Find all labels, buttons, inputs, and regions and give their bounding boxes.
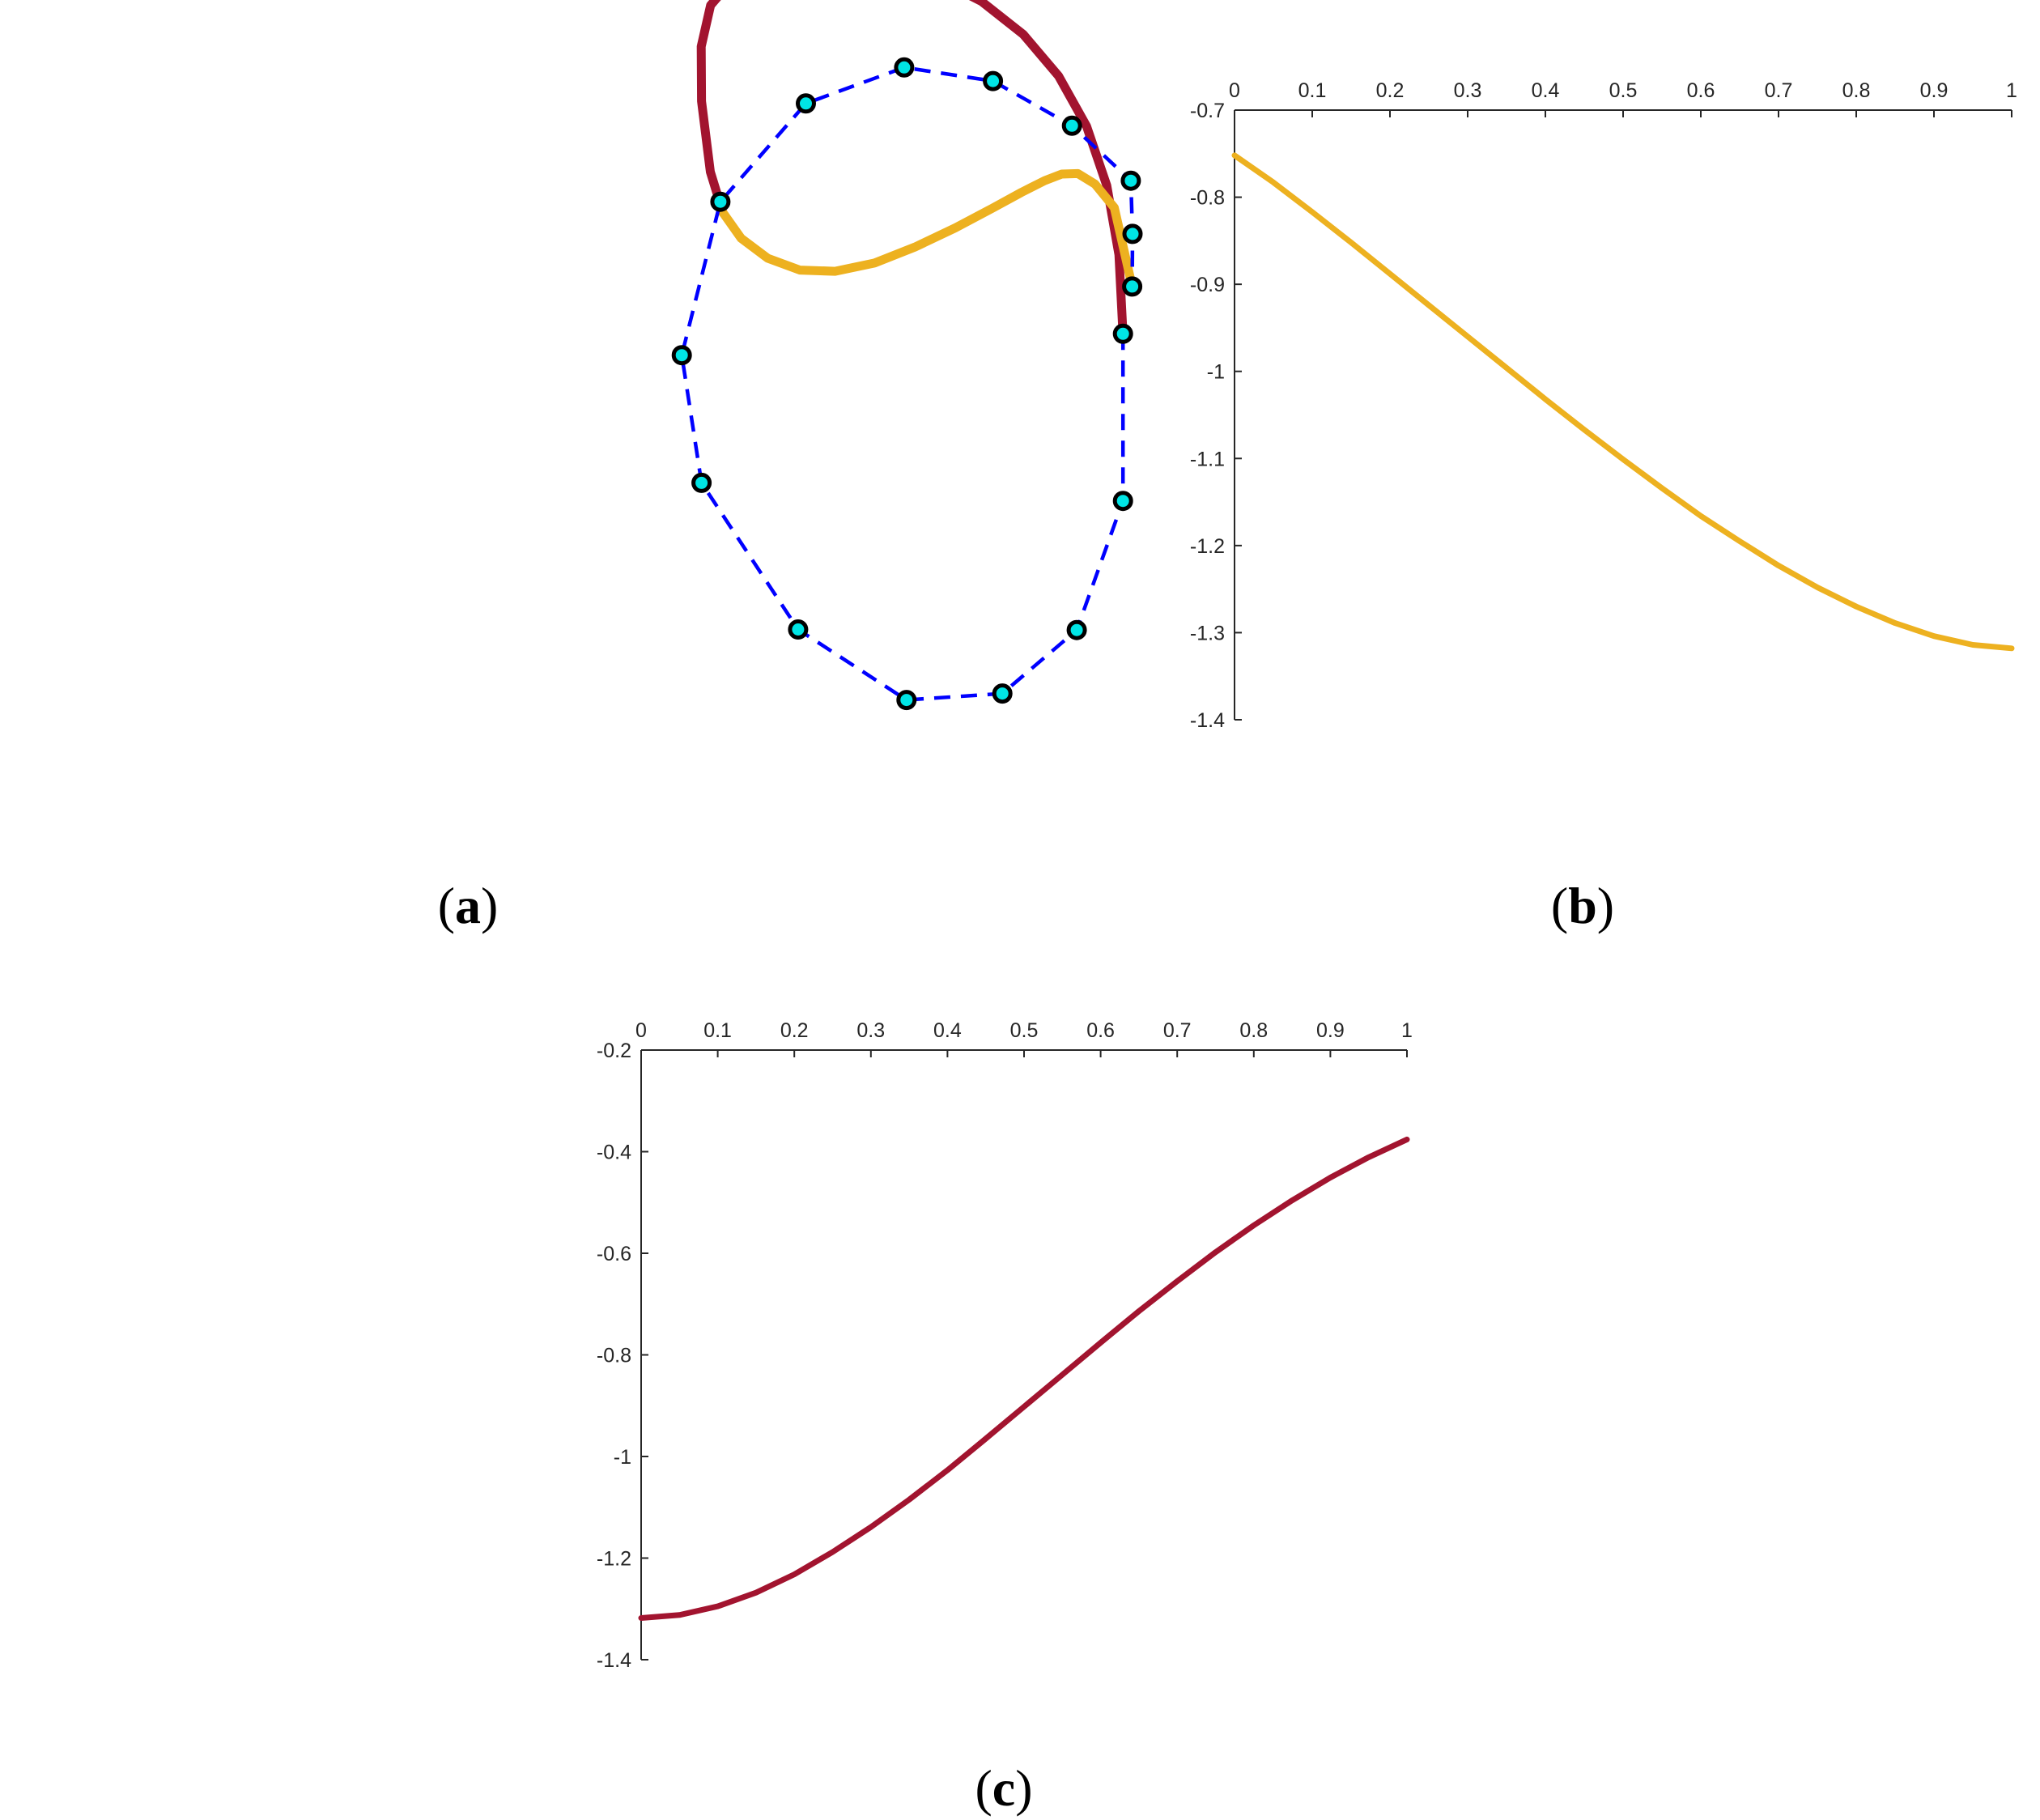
b-x-ticks: 0 0.1 0.2 0.3 0.4 0.5 0.6 0.7 0.8 0.9 1	[1229, 79, 2017, 117]
b-y-tick-label-4: -1.1	[1190, 448, 1225, 470]
b-y-tick-label-5: -1.2	[1190, 535, 1225, 558]
c-y-tick-label-4: -1	[614, 1446, 631, 1469]
a-curve-segment-1	[718, 168, 1137, 291]
a-control-point-2	[1066, 619, 1087, 640]
a-control-point-13	[1120, 170, 1141, 191]
b-x-tick-label-1: 0.1	[1298, 79, 1327, 102]
b-y-tick-label-7: -1.4	[1190, 709, 1225, 732]
b-x-tick-label-9: 0.9	[1920, 79, 1949, 102]
c-axes	[640, 1049, 1407, 1660]
panel-c-label: (c)	[975, 1759, 1032, 1817]
a-control-point-4	[896, 690, 917, 711]
b-x-tick-label-4: 0.4	[1532, 79, 1560, 102]
c-y-tick-label-2: -0.6	[597, 1243, 631, 1265]
c-x-tick-label-3: 0.3	[856, 1019, 885, 1042]
b-series-line	[1231, 152, 2015, 652]
b-y-tick-label-3: -1	[1207, 361, 1225, 384]
c-x-tick-label-5: 0.5	[1010, 1019, 1039, 1042]
a-control-point-0	[1112, 323, 1133, 344]
b-y-tick-label-1: -0.8	[1190, 187, 1225, 210]
c-y-tick-label-0: -0.2	[597, 1040, 631, 1062]
a-control-point-14	[1122, 223, 1143, 245]
a-control-points	[671, 57, 1143, 711]
a-control-point-15	[1122, 276, 1143, 297]
b-x-tick-label-8: 0.8	[1842, 79, 1871, 102]
b-x-tick-label-6: 0.6	[1687, 79, 1715, 102]
c-x-ticks: 0 0.1 0.2 0.3 0.4 0.5 0.6 0.7 0.8 0.9 1	[635, 1019, 1413, 1057]
b-x-tick-label-7: 0.7	[1765, 79, 1793, 102]
a-control-point-3	[992, 683, 1013, 704]
panel-a-spline-curve: (a)	[438, 0, 1143, 934]
a-curve-segment-0	[696, 0, 1128, 338]
b-x-tick-label-10: 1	[2006, 79, 2017, 102]
c-y-tick-label-5: -1.2	[597, 1548, 631, 1571]
a-control-point-5	[788, 619, 809, 640]
b-y-ticks: -0.7 -0.8 -0.9 -1 -1.1 -1.2 -1.3 -1.4	[1190, 100, 1242, 732]
b-y-tick-label-0: -0.7	[1190, 100, 1225, 122]
a-control-polygon	[679, 65, 1135, 702]
b-x-tick-label-2: 0.2	[1376, 79, 1405, 102]
a-control-point-6	[691, 472, 712, 493]
c-x-tick-label-0: 0	[635, 1019, 647, 1042]
c-x-tick-label-2: 0.2	[780, 1019, 809, 1042]
c-x-tick-label-7: 0.7	[1163, 1019, 1192, 1042]
panel-a-label: (a)	[438, 877, 499, 934]
a-control-point-12	[1061, 115, 1082, 136]
b-x-tick-label-3: 0.3	[1454, 79, 1482, 102]
a-control-point-7	[671, 345, 692, 366]
c-y-tick-label-6: -1.4	[597, 1649, 631, 1672]
a-curve-group	[696, 0, 1137, 338]
c-series-line	[638, 1136, 1410, 1621]
c-y-ticks: -0.2 -0.4 -0.6 -0.8 -1 -1.2 -1.4	[597, 1040, 648, 1672]
b-x-tick-label-0: 0	[1229, 79, 1240, 102]
c-x-tick-label-6: 0.6	[1086, 1019, 1115, 1042]
a-control-point-1	[1112, 491, 1133, 512]
c-x-tick-label-4: 0.4	[933, 1019, 962, 1042]
b-y-tick-label-2: -0.9	[1190, 274, 1225, 296]
c-x-tick-label-1: 0.1	[703, 1019, 732, 1042]
c-x-tick-label-10: 1	[1401, 1019, 1413, 1042]
b-x-tick-label-5: 0.5	[1609, 79, 1638, 102]
c-y-tick-label-3: -0.8	[597, 1345, 631, 1367]
c-y-tick-label-1: -0.4	[597, 1142, 631, 1164]
c-x-tick-label-8: 0.8	[1239, 1019, 1268, 1042]
c-x-tick-label-9: 0.9	[1316, 1019, 1345, 1042]
panel-c-chart: 0 0.1 0.2 0.3 0.4 0.5 0.6 0.7 0.8 0.9 1 -0.2-0.4-0…	[597, 1019, 1413, 1817]
b-axes	[1234, 109, 2012, 720]
panel-b-label: (b)	[1551, 877, 1614, 934]
a-control-point-9	[796, 93, 816, 114]
a-control-point-8	[710, 191, 731, 212]
b-y-tick-label-6: -1.3	[1190, 622, 1225, 644]
a-control-point-11	[983, 70, 1004, 91]
panel-b-chart: 0 0.1 0.2 0.3 0.4 0.5 0.6 0.7 0.8 0.9 1 -0.7-0.8-0…	[1190, 79, 2017, 934]
a-control-point-10	[894, 57, 915, 78]
